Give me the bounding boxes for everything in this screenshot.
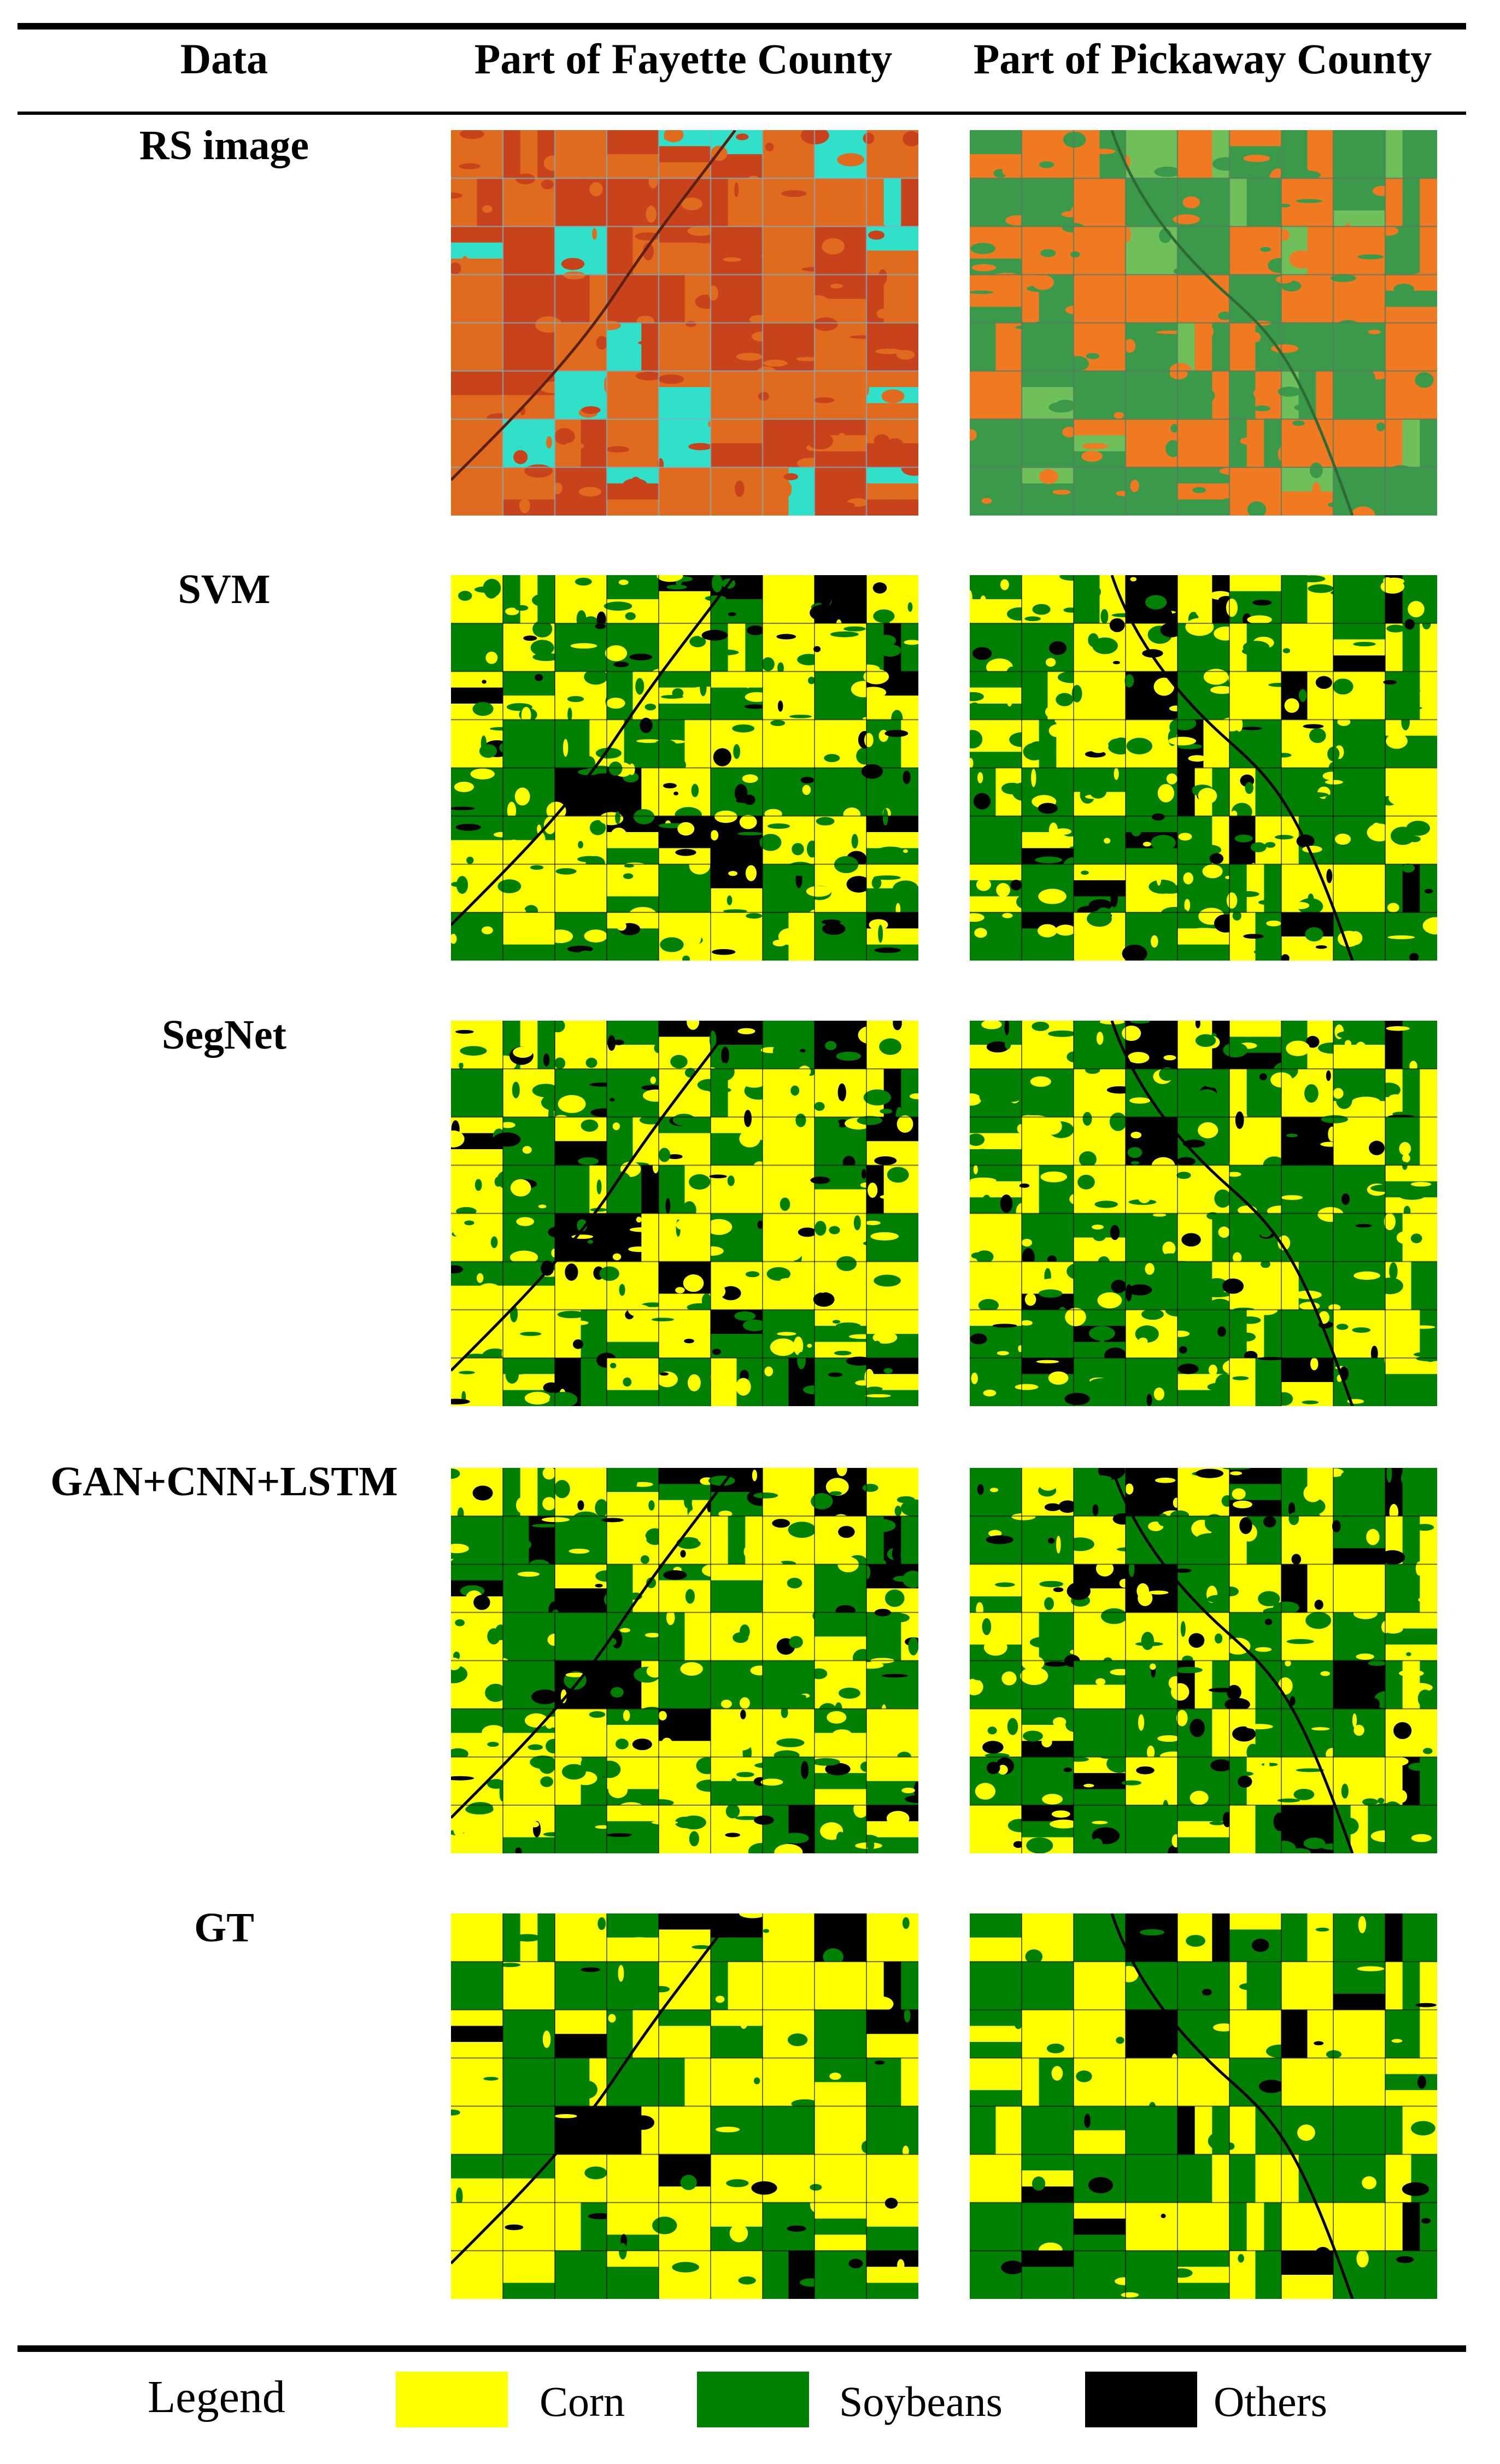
header-data: Data <box>180 35 268 83</box>
rs-image-fayette <box>451 130 918 516</box>
svm-map-pickaway <box>970 575 1437 961</box>
header-fayette-county: Part of Fayette County <box>474 35 893 83</box>
legend-swatch-others <box>1085 2372 1197 2427</box>
row-label-segnet: SegNet <box>162 1012 286 1058</box>
row-label-svm: SVM <box>178 566 271 612</box>
segnet-map-pickaway <box>970 1021 1437 1406</box>
legend-label-soybeans: Soybeans <box>839 2378 1003 2425</box>
legend-swatch-soybeans <box>697 2372 809 2427</box>
legend-swatch-corn <box>396 2372 508 2427</box>
row-label-rs-image: RS image <box>139 122 309 168</box>
gan-cnn-lstm-map-fayette <box>451 1468 918 1853</box>
gt-map-pickaway <box>970 1913 1437 2299</box>
svm-map-fayette <box>451 575 918 961</box>
gan-cnn-lstm-map-pickaway <box>970 1468 1437 1853</box>
legend-label-corn: Corn <box>540 2378 625 2425</box>
header-pickaway-county: Part of Pickaway County <box>973 35 1432 83</box>
row-label-gt: GT <box>194 1905 254 1951</box>
rs-image-pickaway <box>970 130 1437 516</box>
gt-map-fayette <box>451 1913 918 2299</box>
table-bottom-rule <box>17 2345 1466 2352</box>
table-header-rule <box>17 112 1466 115</box>
table-top-rule <box>17 23 1466 30</box>
legend-label-others: Others <box>1214 2378 1327 2425</box>
segnet-map-fayette <box>451 1021 918 1406</box>
legend-title: Legend <box>148 2372 285 2422</box>
row-label-gan-cnn-lstm: GAN+CNN+LSTM <box>50 1459 398 1505</box>
